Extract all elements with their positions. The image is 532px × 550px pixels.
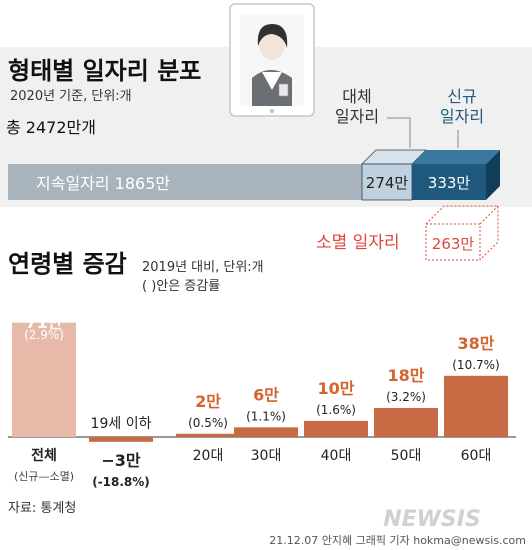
bar-sustain-label: 지속일자리 1865만 bbox=[36, 174, 170, 193]
bar-rate-label: (1.6%) bbox=[316, 403, 356, 417]
bar-replace-label: 274만 bbox=[366, 174, 409, 192]
bar-0 bbox=[12, 322, 76, 437]
bottom-subtitle: 2019년 대비, 단위:개 bbox=[142, 260, 264, 275]
category-label: 60대 bbox=[461, 448, 492, 464]
bottom-title: 연령별 증감 bbox=[8, 250, 127, 278]
bar-value-label: 10만 bbox=[318, 379, 355, 398]
bar-rate-label: (10.7%) bbox=[452, 358, 499, 372]
callout-new-line1: 신규 bbox=[447, 87, 476, 106]
extinct-value: 263만 bbox=[432, 235, 475, 253]
source-text: 자료: 통계청 bbox=[8, 501, 76, 516]
worker-illustration bbox=[229, 3, 315, 117]
bottom-note: ( )안은 증감률 bbox=[142, 279, 220, 294]
bar-2 bbox=[176, 433, 240, 437]
bar-value-label: 6만 bbox=[253, 385, 279, 404]
category-label: 40대 bbox=[321, 448, 352, 464]
callout-replace-line1: 대체 bbox=[342, 87, 371, 106]
bar-sustain bbox=[8, 164, 362, 200]
callout-replace-line2: 일자리 bbox=[335, 107, 379, 126]
bar-new-label: 333만 bbox=[428, 174, 471, 192]
category-label: 전체 bbox=[31, 447, 57, 464]
bar-value-label: 38만 bbox=[458, 334, 495, 353]
bar-1 bbox=[89, 437, 153, 442]
category-label: 50대 bbox=[391, 448, 422, 464]
bar-3 bbox=[234, 427, 298, 437]
callout-new-line2: 일자리 bbox=[440, 107, 484, 126]
top-title: 형태별 일자리 분포 bbox=[8, 57, 201, 85]
bar-value-label: 18만 bbox=[388, 366, 425, 385]
credit-text: 21.12.07 안지혜 그래픽 기자 hokma@newsis.com bbox=[269, 534, 526, 547]
bar-6 bbox=[444, 375, 508, 437]
bar-rate-label: (3.2%) bbox=[386, 390, 426, 404]
category-label: 19세 이하 bbox=[91, 416, 152, 432]
total-label: 총 2472만개 bbox=[6, 118, 96, 137]
bar-rate-label: (0.5%) bbox=[188, 416, 228, 430]
bar-value-label: −3만 bbox=[101, 451, 141, 470]
callout-replace-leader bbox=[387, 117, 411, 148]
bar-extinct bbox=[425, 205, 499, 261]
extinct-label: 소멸 일자리 bbox=[316, 233, 400, 253]
category-label: 20대 bbox=[193, 448, 224, 464]
bar-value-label: 71만 bbox=[26, 313, 63, 332]
bar-rate-label: (2.9%) bbox=[24, 328, 64, 342]
bar-rate-label: (-18.8%) bbox=[92, 475, 150, 489]
bar-5 bbox=[374, 408, 438, 437]
bar-rate-label: (1.1%) bbox=[246, 409, 286, 423]
category-label: 30대 bbox=[251, 448, 282, 464]
bar-4 bbox=[304, 420, 368, 437]
bar-new bbox=[412, 150, 500, 200]
bar-value-label: 2만 bbox=[195, 392, 221, 411]
total-sub-label: (신규—소멸) bbox=[14, 470, 74, 483]
age-bar-chart: 71만(2.9%) 전체 −3만 (-18.8%) 19세 이하 2만 (0.5%) 20대 6… bbox=[8, 313, 516, 489]
watermark-logo: NEWSIS bbox=[383, 507, 481, 532]
top-subtitle: 2020년 기준, 단위:개 bbox=[10, 89, 132, 104]
